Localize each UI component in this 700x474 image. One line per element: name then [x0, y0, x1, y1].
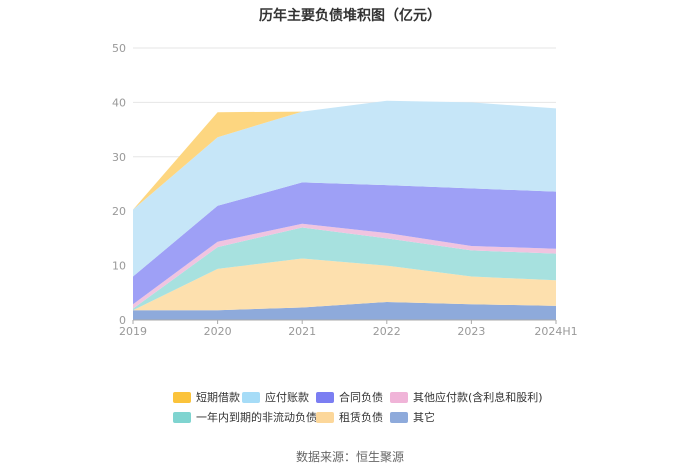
x-axis: 2019 2020 2021 2022 2023 2024H1 — [119, 319, 578, 338]
area-series-7 — [133, 100, 556, 210]
area-series-5 — [133, 182, 556, 305]
x-tick-label: 2021 — [288, 325, 316, 338]
y-tick-label: 50 — [112, 42, 126, 55]
legend: 短期借款 应付账款 合同负债 其他应付款(含利息和股利) 一年内到期的非流动负债 租赁负债… — [173, 390, 543, 424]
area-series-1 — [133, 302, 556, 320]
area-series-3 — [133, 227, 556, 311]
x-tick-label: 2024H1 — [534, 325, 577, 338]
legend-item[interactable]: 应付账款 — [242, 390, 309, 404]
legend-item[interactable]: 其他应付款(含利息和股利) — [390, 390, 543, 404]
y-tick-label: 0 — [119, 314, 126, 327]
area-series-4 — [133, 223, 556, 309]
legend-label: 合同负债 — [339, 390, 383, 404]
legend-swatch — [173, 392, 191, 403]
legend-swatch — [316, 392, 334, 403]
x-tick-label: 2023 — [457, 325, 485, 338]
legend-swatch — [173, 412, 191, 423]
x-tick-label: 2019 — [119, 325, 147, 338]
legend-label: 其它 — [413, 410, 435, 424]
y-tick-label: 30 — [112, 151, 126, 164]
legend-item[interactable]: 短期借款 — [173, 390, 240, 404]
y-tick-label: 40 — [112, 96, 126, 109]
legend-item[interactable]: 一年内到期的非流动负债 — [173, 410, 317, 424]
legend-item[interactable]: 其它 — [390, 410, 435, 424]
y-axis: 0 10 20 30 40 50 — [112, 42, 126, 327]
area-series — [133, 100, 556, 320]
x-tick-label: 2022 — [373, 325, 401, 338]
legend-label: 其他应付款(含利息和股利) — [413, 390, 543, 404]
legend-label: 一年内到期的非流动负债 — [196, 410, 317, 424]
legend-label: 租赁负债 — [339, 410, 383, 424]
legend-item[interactable]: 合同负债 — [316, 390, 383, 404]
y-tick-label: 10 — [112, 260, 126, 273]
legend-swatch — [390, 412, 408, 423]
area-series-6 — [133, 100, 556, 277]
legend-item[interactable]: 租赁负债 — [316, 410, 383, 424]
legend-swatch — [316, 412, 334, 423]
legend-label: 短期借款 — [196, 390, 240, 404]
area-series-2 — [133, 258, 556, 311]
chart-title: 历年主要负债堆积图（亿元） — [259, 7, 441, 24]
data-source: 数据来源：恒生聚源 — [296, 449, 404, 464]
x-tick-label: 2020 — [204, 325, 232, 338]
legend-swatch — [242, 392, 260, 403]
legend-label: 应付账款 — [265, 390, 309, 404]
legend-swatch — [390, 392, 408, 403]
y-tick-label: 20 — [112, 205, 126, 218]
